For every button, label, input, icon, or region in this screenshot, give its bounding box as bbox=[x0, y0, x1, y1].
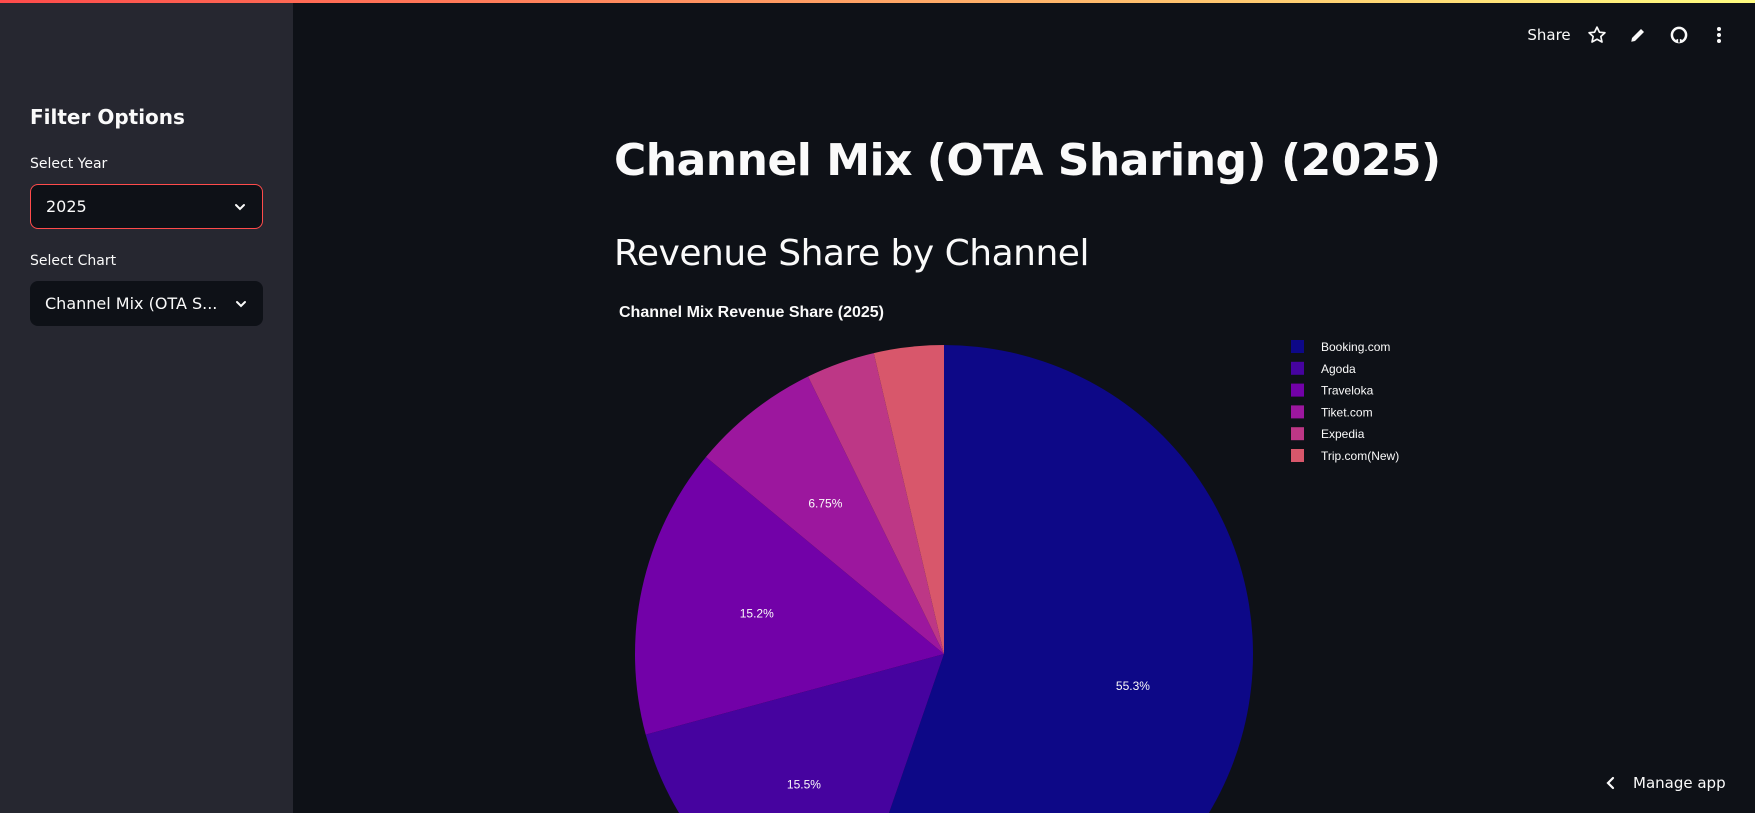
legend-item[interactable]: Trip.com(New) bbox=[1291, 449, 1399, 463]
pie-slice-label: 6.75% bbox=[808, 497, 842, 511]
legend-item[interactable]: Agoda bbox=[1291, 361, 1356, 376]
edit-button[interactable] bbox=[1622, 19, 1654, 51]
sidebar-heading: Filter Options bbox=[30, 105, 185, 129]
legend-item[interactable]: Tiket.com bbox=[1291, 405, 1373, 419]
legend-label: Trip.com(New) bbox=[1321, 449, 1399, 463]
github-button[interactable] bbox=[1663, 19, 1695, 51]
legend-swatch bbox=[1291, 361, 1304, 375]
chart-title: Channel Mix Revenue Share (2025) bbox=[619, 304, 884, 321]
legend-swatch bbox=[1291, 340, 1304, 353]
pie-slice-trip-com-new[interactable] bbox=[873, 345, 944, 654]
manage-app-button[interactable]: Manage app bbox=[1605, 774, 1726, 792]
more-menu-button[interactable] bbox=[1703, 19, 1735, 51]
pie-slice-booking-com[interactable] bbox=[843, 345, 1253, 813]
github-icon bbox=[1670, 26, 1688, 44]
pie-slice-label: 15.2% bbox=[740, 606, 774, 620]
chevron-down-icon bbox=[235, 203, 245, 210]
page-title: Channel Mix (OTA Sharing) (2025) bbox=[614, 135, 1441, 186]
legend-swatch bbox=[1291, 449, 1304, 462]
star-icon bbox=[1588, 26, 1606, 43]
manage-app-label: Manage app bbox=[1633, 774, 1726, 792]
legend-item[interactable]: Booking.com bbox=[1291, 340, 1390, 354]
legend-label: Booking.com bbox=[1321, 340, 1390, 354]
chart-legend: Booking.com Agoda Traveloka Tiket.com Expedi… bbox=[1291, 340, 1399, 463]
chart-select[interactable]: Channel Mix (OTA S... bbox=[30, 281, 263, 326]
pie-slice-label: 55.3% bbox=[1116, 679, 1150, 693]
legend-item[interactable]: Expedia bbox=[1291, 427, 1365, 441]
pie-slice-agoda[interactable] bbox=[645, 654, 944, 813]
legend-swatch bbox=[1291, 405, 1304, 419]
legend-label: Tiket.com bbox=[1321, 405, 1373, 419]
legend-swatch bbox=[1291, 427, 1304, 441]
chart-select-label: Select Chart bbox=[30, 253, 117, 269]
pie-slice-labels: 55.3% 15.5% 15.2% 6.75% bbox=[740, 497, 1151, 792]
more-vertical-icon bbox=[1717, 27, 1721, 43]
year-select[interactable]: 2025 bbox=[30, 184, 263, 229]
section-subtitle: Revenue Share by Channel bbox=[614, 233, 1089, 274]
pie-slices bbox=[635, 345, 1253, 813]
pie-slice-expedia[interactable] bbox=[808, 353, 944, 654]
legend-label: Expedia bbox=[1321, 427, 1365, 441]
year-select-value: 2025 bbox=[46, 197, 87, 216]
legend-swatch bbox=[1291, 383, 1304, 397]
chevron-left-icon bbox=[1606, 776, 1615, 790]
pie-chart: Channel Mix Revenue Share (2025) 55.3% 15… bbox=[619, 304, 1399, 813]
legend-label: Traveloka bbox=[1321, 384, 1374, 398]
chevron-down-icon bbox=[236, 300, 246, 307]
chart-select-value: Channel Mix (OTA S... bbox=[45, 294, 218, 313]
legend-label: Agoda bbox=[1321, 362, 1356, 376]
pie-slice-label: 15.5% bbox=[787, 778, 821, 792]
legend-item[interactable]: Traveloka bbox=[1291, 383, 1374, 398]
year-select-label: Select Year bbox=[30, 156, 108, 172]
pie-slice-traveloka[interactable] bbox=[635, 457, 944, 735]
pie-slice-tiket-com[interactable] bbox=[705, 376, 944, 654]
pencil-icon bbox=[1631, 29, 1644, 42]
top-decoration-bar bbox=[0, 0, 1755, 3]
share-button[interactable]: Share bbox=[1527, 26, 1571, 44]
star-button[interactable] bbox=[1581, 19, 1613, 51]
sidebar: Filter Options Select Year 2025 Select C… bbox=[0, 0, 293, 813]
